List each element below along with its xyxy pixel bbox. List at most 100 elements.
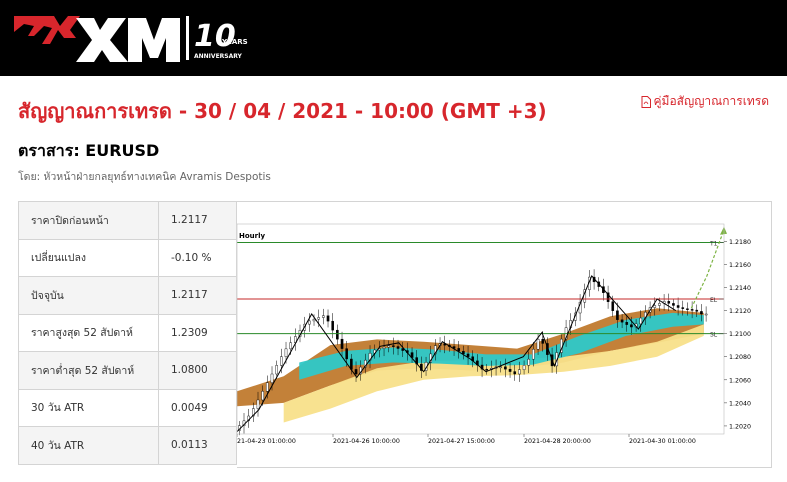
x-tick-label: 21-04-23 01:00:00 bbox=[237, 438, 296, 445]
yellow-band bbox=[283, 324, 704, 423]
candle-body bbox=[485, 368, 489, 371]
candle-body bbox=[326, 315, 330, 322]
stat-label: ราคาปิดก่อนหน้า bbox=[18, 201, 159, 240]
anniversary-label: ANNIVERSARY bbox=[194, 53, 243, 60]
candle-body bbox=[387, 345, 391, 348]
candle-body bbox=[522, 365, 526, 370]
stats-table: ราคาปิดก่อนหน้า 1.2117 เปลี่ยนแปลง -0.10… bbox=[18, 201, 237, 465]
stat-value: 1.2117 bbox=[158, 201, 237, 240]
stat-value: 0.0049 bbox=[158, 388, 237, 427]
candle-body bbox=[466, 353, 470, 357]
table-row: ราคาสูงสุด 52 สัปดาห์ 1.2309 bbox=[18, 313, 237, 352]
candle-body bbox=[700, 311, 703, 315]
stat-value: -0.10 % bbox=[158, 238, 237, 277]
stat-label: 40 วัน ATR bbox=[18, 426, 159, 465]
x-tick-label: 2021-04-28 20:00:00 bbox=[524, 438, 591, 445]
author-line: โดย: หัวหน้าฝ่ายกลยุทธ์ทางเทคนิค Avramis… bbox=[18, 171, 271, 183]
candle-body bbox=[336, 329, 339, 340]
stat-value: 1.2117 bbox=[158, 276, 237, 315]
candle-body bbox=[658, 303, 661, 306]
table-row: ราคาต่ำสุด 52 สัปดาห์ 1.0800 bbox=[18, 351, 237, 390]
x-tick-label: 2021-04-30 01:00:00 bbox=[629, 438, 696, 445]
candle-body bbox=[695, 309, 699, 312]
candle-body bbox=[457, 348, 461, 352]
candle-body bbox=[266, 382, 269, 392]
candle-body bbox=[401, 348, 405, 351]
y-tick-label: 1.2080 bbox=[729, 354, 751, 361]
candle-body bbox=[364, 359, 367, 368]
stat-value: 1.0800 bbox=[158, 351, 237, 390]
x-tick-label: 2021-04-26 10:00:00 bbox=[333, 438, 400, 445]
candle-body bbox=[270, 373, 274, 383]
candle-body bbox=[630, 324, 633, 328]
anniversary-number: 10 bbox=[194, 19, 236, 54]
years-label: YEARS bbox=[221, 38, 248, 46]
zigzag-line bbox=[236, 274, 677, 433]
candle-body bbox=[611, 301, 615, 311]
price-chart: Hourly T1 EL SL 1.2020 1.2040 1.2060 1.2080 1.… bbox=[236, 201, 772, 468]
candle-body bbox=[308, 320, 311, 325]
pdf-icon bbox=[641, 95, 651, 108]
candle-body bbox=[667, 301, 671, 304]
candle-body bbox=[536, 339, 540, 350]
candle-body bbox=[532, 348, 535, 360]
table-row: 40 วัน ATR 0.0113 bbox=[18, 426, 237, 465]
candle-body bbox=[672, 303, 675, 306]
table-row: เปลี่ยนแปลง -0.10 % bbox=[18, 238, 237, 277]
stat-label: ราคาสูงสุด 52 สัปดาห์ bbox=[18, 313, 159, 352]
plot-frame bbox=[236, 223, 725, 435]
y-tick-label: 1.2020 bbox=[729, 423, 751, 430]
y-tick-label: 1.2040 bbox=[729, 400, 751, 407]
candle-body bbox=[331, 320, 334, 331]
level-label-el: EL bbox=[710, 297, 718, 304]
xm-10-years-logo[interactable]: 10 YEARS ANNIVERSARY bbox=[14, 12, 254, 64]
site-header: 10 YEARS ANNIVERSARY bbox=[0, 0, 787, 76]
stat-value: 1.2309 bbox=[158, 313, 237, 352]
candle-body bbox=[620, 319, 624, 323]
y-tick-label: 1.2120 bbox=[729, 308, 751, 315]
candle-body bbox=[504, 366, 507, 370]
candle-body bbox=[499, 366, 503, 368]
stat-label: ราคาต่ำสุด 52 สัปดาห์ bbox=[18, 351, 159, 390]
chart-timeframe-label: Hourly bbox=[239, 232, 266, 240]
candle-body bbox=[382, 346, 386, 349]
candle-body bbox=[322, 315, 325, 318]
x-tick-label: 2021-04-27 15:00:00 bbox=[428, 438, 495, 445]
candle-body bbox=[396, 346, 400, 349]
forecast-arrow-icon bbox=[720, 226, 727, 235]
candle-body bbox=[350, 358, 353, 370]
stat-value: 0.0113 bbox=[158, 426, 237, 465]
candle-body bbox=[345, 348, 348, 360]
y-tick-label: 1.2060 bbox=[729, 377, 751, 384]
page-title: สัญญาณการเทรด - 30 / 04 / 2021 - 10:00 (… bbox=[18, 99, 547, 123]
candle-body bbox=[312, 318, 316, 322]
candle-body bbox=[354, 369, 358, 375]
candle-body bbox=[653, 305, 657, 308]
candle-body bbox=[252, 408, 255, 417]
candle-body bbox=[625, 321, 629, 325]
candle-body bbox=[686, 308, 689, 310]
y-tick-label: 1.2160 bbox=[729, 262, 751, 269]
signal-guide-link[interactable]: คู่มือสัญญาณการเทรด bbox=[641, 92, 770, 111]
candle-body bbox=[541, 339, 545, 344]
candle-body bbox=[676, 305, 680, 308]
signal-guide-label[interactable]: คู่มือสัญญาณการเทรด bbox=[653, 94, 770, 108]
candle-body bbox=[340, 338, 344, 349]
candle-body bbox=[681, 307, 685, 309]
cyan-band bbox=[299, 312, 704, 380]
candle-body bbox=[392, 345, 395, 347]
table-row: ราคาปิดก่อนหน้า 1.2117 bbox=[18, 201, 237, 240]
candle-body bbox=[527, 358, 531, 366]
y-tick-label: 1.2140 bbox=[729, 285, 751, 292]
candle-body bbox=[639, 317, 643, 325]
candle-body bbox=[275, 365, 278, 375]
candle-body bbox=[443, 343, 447, 346]
candle-body bbox=[462, 350, 465, 355]
candle-body bbox=[606, 292, 610, 302]
forecast-line bbox=[690, 229, 725, 309]
candle-body bbox=[280, 356, 283, 366]
candle-body bbox=[256, 399, 260, 409]
candle-body bbox=[690, 309, 694, 311]
candle-body bbox=[508, 368, 512, 372]
instrument-heading: ตราสาร: EURUSD bbox=[18, 141, 160, 160]
